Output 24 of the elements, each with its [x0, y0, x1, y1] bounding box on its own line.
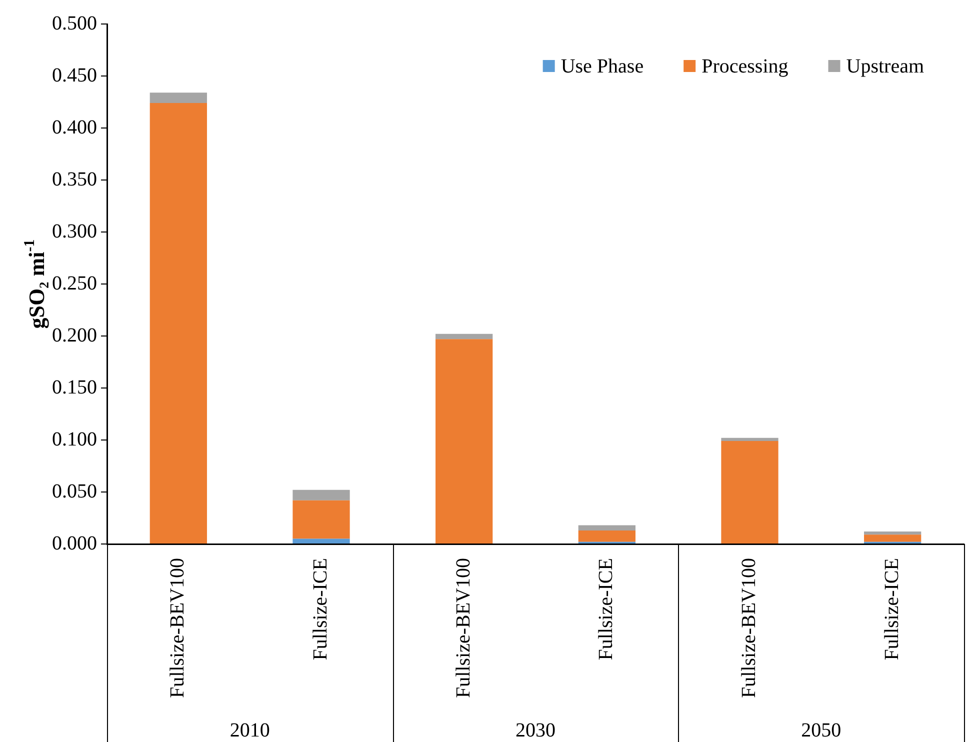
y-tick-label: 0.150 [52, 376, 97, 398]
y-tick-label: 0.250 [52, 272, 97, 294]
y-tick-label: 0.400 [52, 116, 97, 138]
y-tick-label: 0.050 [52, 480, 97, 502]
x-tick-label: Fullsize-ICE [880, 558, 903, 660]
x-tick-label: Fullsize-BEV100 [452, 558, 474, 698]
text: 2050 [801, 719, 842, 742]
x-tick-label: Fullsize-BEV100 [738, 558, 760, 698]
y-tick-label: 0.000 [52, 532, 97, 554]
x-tick-label: Fullsize-ICE [595, 558, 618, 660]
x-tick-label: Fullsize-ICE [310, 558, 332, 660]
y-tick-label: 0.500 [52, 12, 97, 34]
text: 2030 [516, 719, 556, 742]
x-tick-label: Fullsize-BEV100 [166, 558, 189, 698]
y-tick-label: 0.450 [52, 64, 97, 86]
y-tick-label: 0.350 [52, 168, 97, 190]
y-tick-label: 0.300 [52, 220, 97, 242]
legend-label: Use Phase [560, 55, 644, 78]
legend-label: Upstream [846, 55, 924, 78]
text: 2010 [230, 719, 270, 742]
y-tick-label: 0.200 [52, 324, 97, 346]
y-tick-label: 0.100 [52, 428, 97, 450]
legend-label: Processing [702, 55, 788, 78]
y-axis-title: gSO₂ mi-1 [22, 239, 49, 329]
